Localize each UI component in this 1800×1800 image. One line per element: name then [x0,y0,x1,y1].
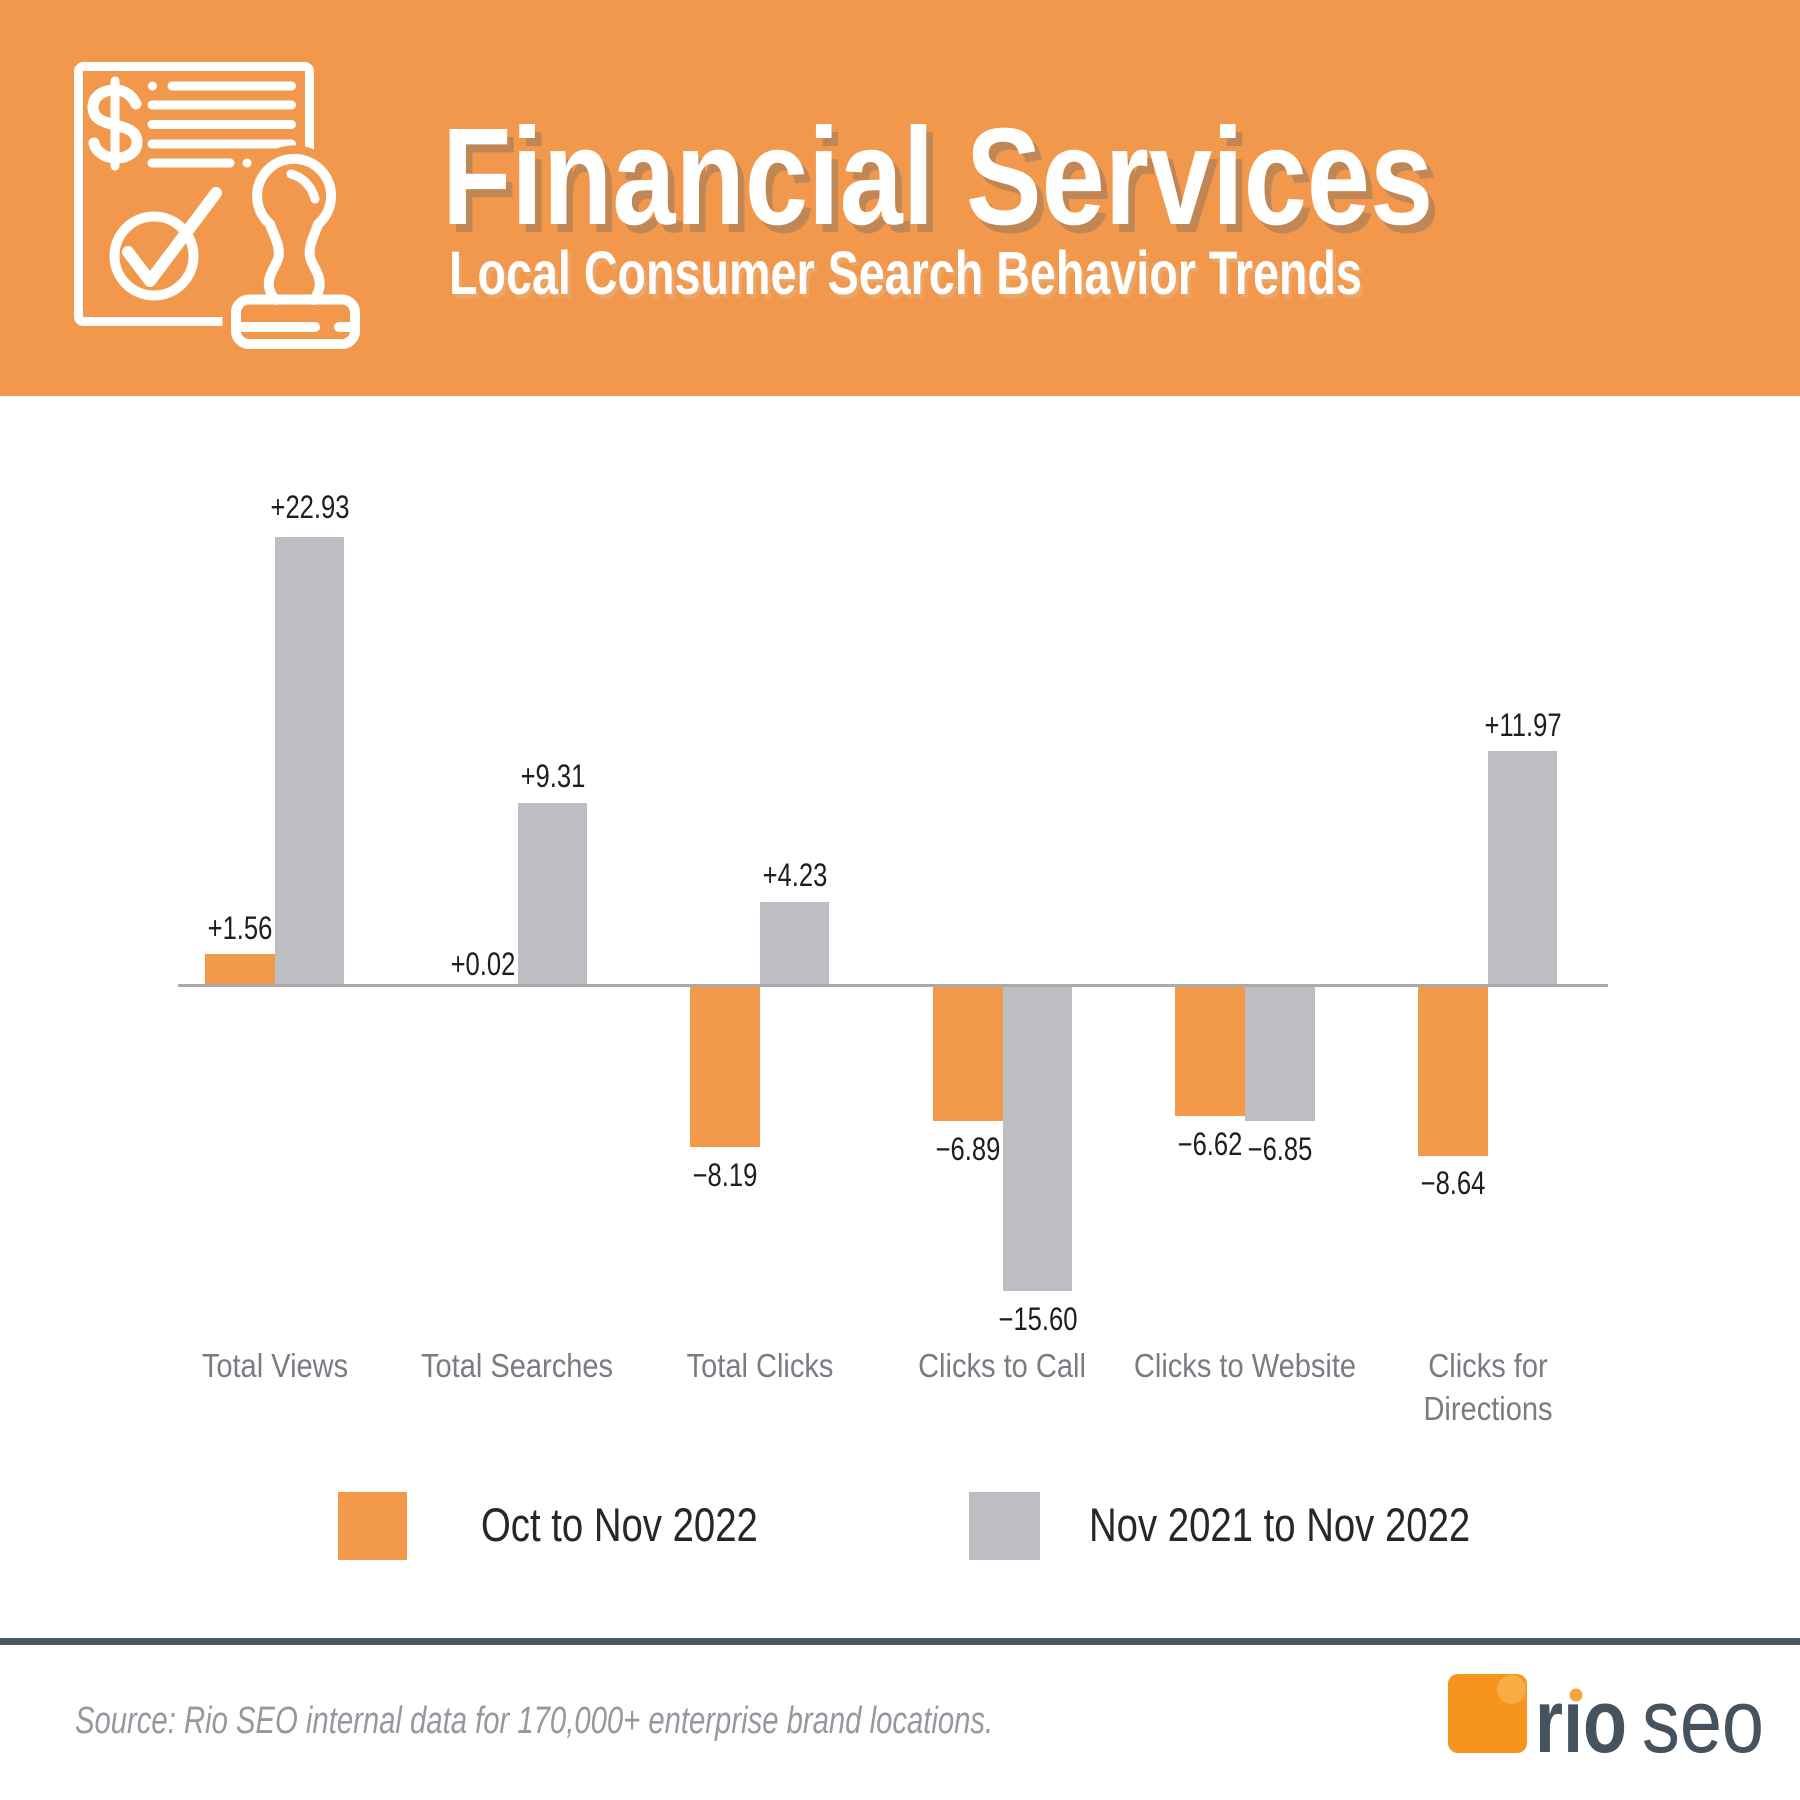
svg-text:seo: seo [1642,1680,1764,1770]
